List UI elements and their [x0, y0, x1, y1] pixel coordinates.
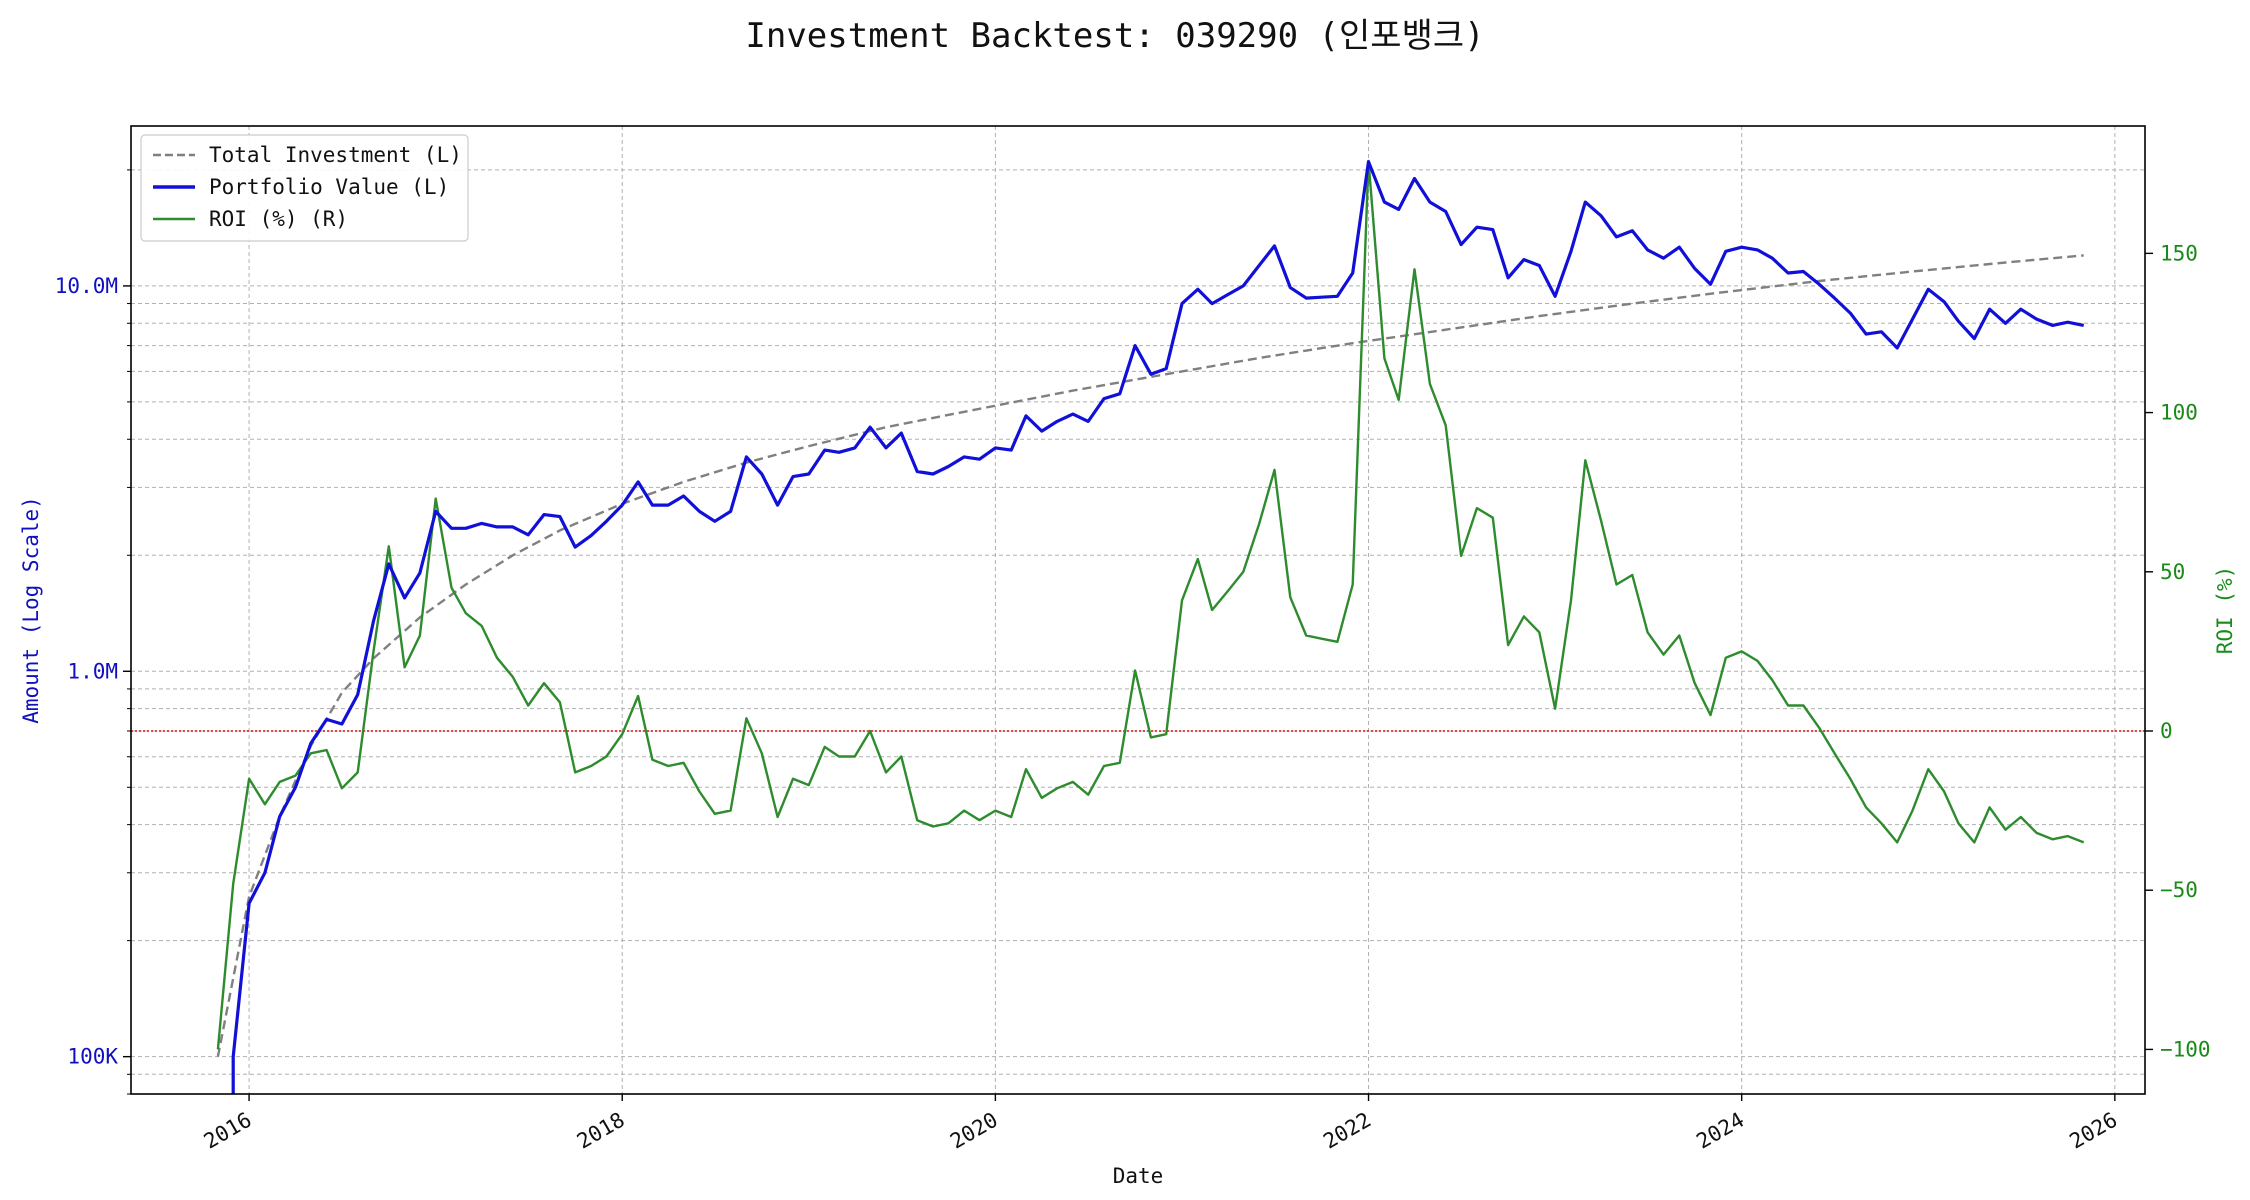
- series-total-investment: [216, 254, 2084, 1057]
- right-y-axis-label: ROI (%): [2213, 566, 2237, 655]
- right-tick-label: 100: [2160, 401, 2198, 425]
- left-y-axis: 100K 1.0M 10.0M: [55, 169, 131, 1095]
- chart-title: Investment Backtest: 039290 (인포뱅크): [745, 16, 1484, 56]
- legend: Total Investment (L) Portfolio Value (L)…: [140, 134, 469, 242]
- left-y-axis-label: Amount (Log Scale): [19, 496, 43, 724]
- legend-label-total-investment: Total Investment (L): [209, 143, 462, 167]
- right-tick-label: 50: [2160, 560, 2185, 584]
- right-tick-label: −100: [2160, 1037, 2211, 1061]
- left-tick-label: 1.0M: [67, 659, 118, 683]
- series-portfolio-value: [231, 160, 2085, 1094]
- left-tick-label: 10.0M: [55, 274, 118, 298]
- right-tick-label: −50: [2160, 878, 2198, 902]
- x-axis-label: Date: [1113, 1164, 1164, 1188]
- legend-label-portfolio-value: Portfolio Value (L): [209, 175, 449, 199]
- right-tick-label: 150: [2160, 241, 2198, 265]
- legend-label-roi: ROI (%) (R): [209, 207, 348, 231]
- legend-box: [140, 134, 469, 242]
- grid: [131, 126, 2145, 1095]
- series-lines: [216, 159, 2085, 1094]
- right-y-axis: −100 −50 0 50 100 150: [2145, 241, 2211, 1061]
- right-tick-label: 0: [2160, 719, 2173, 743]
- series-roi: [216, 159, 2085, 1050]
- plot-frame: [130, 125, 2146, 1095]
- left-tick-label: 100K: [67, 1045, 118, 1069]
